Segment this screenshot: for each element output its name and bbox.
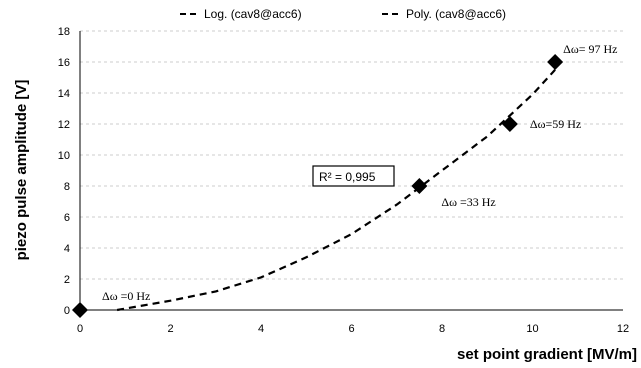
data-point-marker	[72, 302, 88, 318]
data-point-marker	[547, 54, 564, 70]
legend-label-poly: Poly. (cav8@acc6)	[406, 7, 506, 21]
point-annotation: Δω=59 Hz	[530, 117, 581, 131]
y-tick-label: 6	[64, 212, 70, 224]
y-tick-label: 8	[64, 181, 70, 193]
y-tick-label: 12	[58, 119, 70, 131]
x-tick-label: 12	[617, 323, 629, 335]
x-tick-label: 8	[439, 323, 445, 335]
x-tick-label: 0	[77, 323, 83, 335]
r-squared-label: R² = 0,995	[319, 170, 376, 184]
r-squared-box: R² = 0,995	[312, 165, 395, 187]
x-tick-label: 2	[167, 323, 173, 335]
data-points	[72, 54, 564, 318]
tick-labels: 0 2 4 6 8 10 12 14 16 18 0 2 4 6 8 10 12	[58, 26, 629, 335]
y-tick-label: 10	[58, 150, 70, 162]
x-axis-title: set point gradient [MV/m]	[457, 346, 637, 363]
x-tick-label: 4	[258, 323, 264, 335]
legend-label-log: Log. (cav8@acc6)	[204, 7, 302, 21]
gridlines	[80, 30, 623, 280]
y-axis-title: piezo pulse amplitude [V]	[13, 80, 30, 261]
point-annotation: Δω =0 Hz	[102, 289, 150, 303]
data-point-marker	[411, 178, 428, 194]
y-tick-label: 0	[64, 305, 70, 317]
y-tick-label: 4	[64, 243, 70, 255]
x-tick-label: 6	[348, 323, 354, 335]
poly-trendline	[116, 69, 556, 312]
r-squared-frame	[312, 165, 395, 187]
data-point-marker	[501, 116, 518, 132]
y-tick-label: 14	[58, 88, 70, 100]
legend: Log. (cav8@acc6) Poly. (cav8@acc6)	[180, 7, 506, 21]
y-tick-label: 18	[58, 26, 70, 38]
x-tick-label: 10	[526, 323, 538, 335]
point-annotation: Δω =33 Hz	[441, 195, 495, 209]
axes	[79, 31, 623, 311]
y-tick-label: 2	[64, 274, 70, 286]
point-annotations: Δω =0 Hz Δω =33 Hz Δω=59 Hz Δω= 97 Hz	[102, 42, 618, 303]
point-annotation: Δω= 97 Hz	[563, 42, 617, 56]
y-tick-label: 16	[58, 57, 70, 69]
